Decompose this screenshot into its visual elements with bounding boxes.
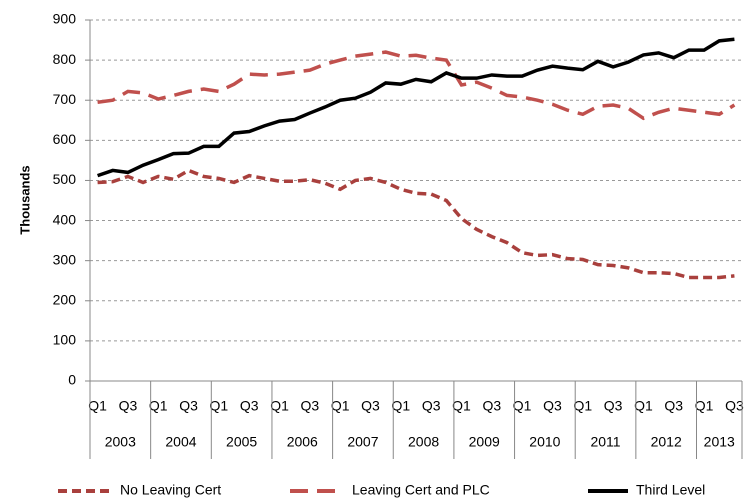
x-tick-label: Q3 [543,398,562,414]
x-tick-label: Q1 [513,398,532,414]
year-label: 2005 [226,434,257,450]
year-label: 2006 [287,434,318,450]
x-tick-label: Q3 [725,398,744,414]
y-tick-label: 0 [68,372,76,388]
x-tick-label: Q1 [149,398,168,414]
y-tick-label: 200 [53,291,77,307]
x-tick-label: Q3 [179,398,198,414]
year-label: 2003 [105,434,136,450]
legend-label: No Leaving Cert [120,482,221,498]
x-tick-label: Q1 [452,398,471,414]
x-tick-label: Q1 [634,398,653,414]
x-tick-label: Q3 [664,398,683,414]
x-tick-label: Q1 [88,398,107,414]
x-tick-label: Q1 [270,398,289,414]
x-tick-label: Q3 [240,398,259,414]
x-tick-label: Q1 [391,398,410,414]
year-label: 2011 [590,434,620,450]
x-tick-label: Q3 [361,398,380,414]
y-tick-label: 600 [53,131,77,147]
x-tick-label: Q1 [573,398,592,414]
year-label: 2008 [408,434,439,450]
x-tick-label: Q3 [604,398,623,414]
x-tick-label: Q1 [331,398,350,414]
x-tick-label: Q3 [422,398,441,414]
y-tick-label: 100 [53,332,77,348]
y-tick-label: 400 [53,211,77,227]
x-tick-label: Q1 [695,398,714,414]
x-tick-label: Q1 [210,398,229,414]
y-tick-label: 800 [53,51,77,67]
year-label: 2009 [469,434,500,450]
y-axis-title: Thousands [17,165,32,234]
y-tick-label: 900 [53,11,77,27]
year-label: 2010 [529,434,560,450]
x-tick-label: Q3 [301,398,320,414]
year-label: 2013 [704,434,735,450]
x-tick-label: Q3 [119,398,138,414]
legend-label: Leaving Cert and PLC [352,482,490,498]
x-tick-label: Q3 [482,398,501,414]
series-line [97,168,735,280]
year-label: 2007 [347,434,378,450]
year-label: 2012 [651,434,682,450]
legend-label: Third Level [636,482,705,498]
y-tick-label: 500 [53,171,77,187]
series-line [97,37,735,178]
y-tick-label: 700 [53,91,77,107]
year-label: 2004 [165,434,196,450]
series-line [97,50,736,121]
y-tick-label: 300 [53,251,77,267]
